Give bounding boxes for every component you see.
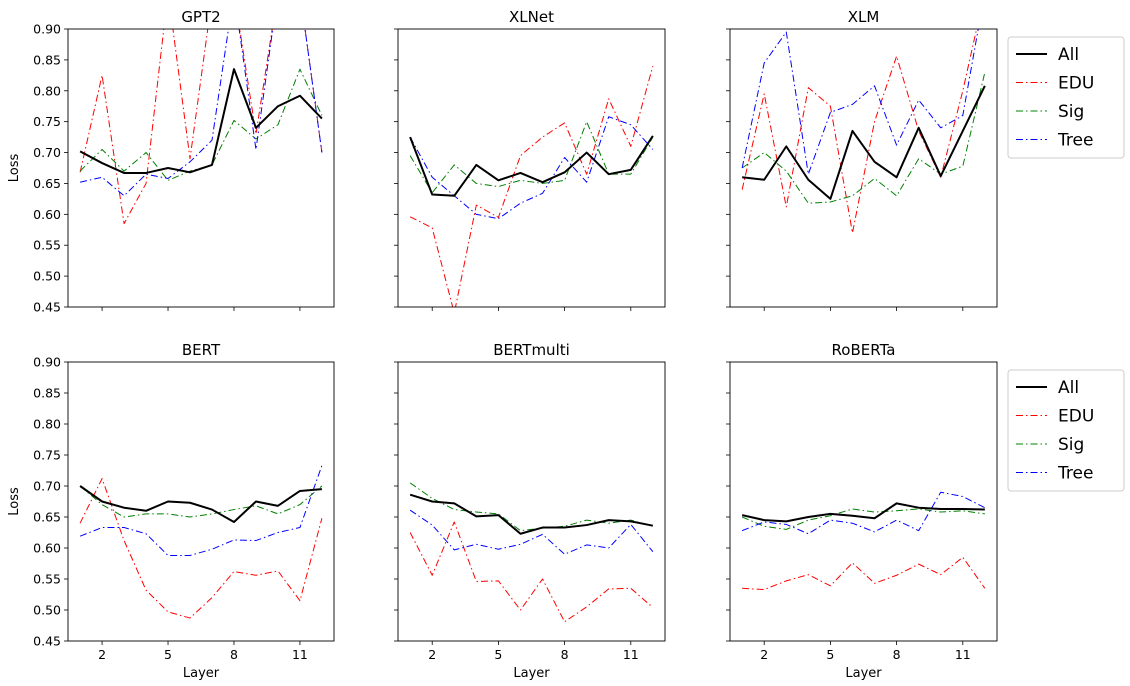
series-line-sig — [79, 68, 323, 181]
x-tick-label: 11 — [623, 647, 639, 662]
series-line-edu — [409, 521, 654, 623]
y-tick-label: 0.75 — [33, 114, 61, 129]
y-axis-label: Loss — [7, 154, 22, 183]
y-tick-label: 0.55 — [33, 238, 61, 253]
series-line-tree — [409, 116, 654, 220]
panel-bert: BERT 0.45 0.50 0.55 0.60 0.65 0.70 0.75 0.80 0.85… — [7, 341, 335, 681]
y-axis-label: Loss — [7, 487, 22, 516]
series-line-sig — [409, 121, 654, 194]
y-tick-label: 0.50 — [33, 269, 61, 284]
panel-xlm: XLM — [726, 8, 998, 311]
series-line-tree — [79, 465, 323, 556]
y-tick-label: 0.50 — [33, 603, 61, 618]
x-tick-label: 2 — [760, 647, 768, 662]
plot-frame — [67, 28, 335, 308]
y-tick-label: 0.80 — [33, 417, 61, 432]
y-tick-label: 0.70 — [33, 479, 61, 494]
legend-box — [1007, 369, 1125, 492]
x-axis-label: Layer — [845, 666, 882, 681]
plot-frame — [397, 28, 666, 308]
x-tick-label: 5 — [826, 647, 834, 662]
legend-label-tree: Tree — [1057, 464, 1093, 484]
legend-label-edu: EDU — [1058, 407, 1094, 427]
legend-label-all: All — [1058, 45, 1079, 65]
series-line-sig — [409, 482, 653, 532]
series-line-tree — [741, 29, 979, 175]
series-line-sig — [741, 72, 986, 204]
y-tick-label: 0.45 — [33, 300, 61, 315]
plot-frame — [729, 28, 998, 308]
y-tick-label: 0.85 — [33, 386, 61, 401]
series-line-edu — [742, 556, 986, 591]
x-tick-label: 11 — [955, 647, 971, 662]
y-tick-label: 0.70 — [33, 145, 61, 160]
panel-title: GPT2 — [181, 8, 220, 26]
series-line-all — [79, 485, 322, 523]
legend-label-all: All — [1058, 378, 1079, 398]
legend-box — [1007, 36, 1125, 159]
series-line-tree — [409, 509, 654, 555]
y-tick-label: 0.85 — [33, 52, 61, 67]
legend-label-edu: EDU — [1058, 74, 1094, 94]
y-tick-label: 0.60 — [33, 207, 61, 222]
y-tick-label: 0.90 — [33, 22, 61, 37]
legend-label-tree: Tree — [1057, 131, 1093, 151]
y-tick-label: 0.45 — [33, 634, 61, 649]
x-axis-label: Layer — [513, 666, 550, 681]
series-line-edu — [409, 65, 654, 307]
series-line-all — [741, 502, 985, 523]
panel-roberta: RoBERTa 2 5 8 11 Layer All EDU Sig Tree — [726, 341, 1125, 681]
series-line-all — [79, 68, 323, 174]
legend-label-sig: Sig — [1058, 435, 1084, 455]
panel-gpt2: GPT2 0.45 0.50 0.55 0.60 0.65 0.70 0.75 0.80 0.85… — [7, 8, 1125, 315]
legend: All EDU Sig Tree — [1007, 369, 1125, 492]
panel-xlnet: XLNet — [394, 8, 666, 311]
series-line-all — [409, 493, 654, 535]
x-tick-label: 8 — [230, 647, 238, 662]
plot-frame — [67, 361, 335, 642]
x-tick-label: 8 — [561, 647, 569, 662]
x-tick-label: 5 — [164, 647, 172, 662]
x-axis-label: Layer — [183, 666, 220, 681]
x-tick-label: 5 — [494, 647, 502, 662]
y-tick-label: 0.65 — [33, 510, 61, 525]
y-tick-label: 0.55 — [33, 572, 61, 587]
series-line-edu — [79, 478, 323, 619]
x-tick-label: 11 — [292, 647, 308, 662]
series-line-sig — [79, 485, 323, 518]
series-line-all — [742, 85, 986, 200]
x-tick-label: 2 — [428, 647, 436, 662]
y-tick-label: 0.60 — [33, 541, 61, 556]
y-tick-label: 0.90 — [33, 355, 61, 370]
panel-title: BERT — [182, 341, 221, 359]
panel-title: XLM — [848, 8, 880, 26]
panel-bertmulti: BERTmulti 2 5 8 11 Layer — [394, 341, 666, 681]
legend-label-sig: Sig — [1058, 102, 1084, 122]
y-tick-label: 0.75 — [33, 448, 61, 463]
panel-title: RoBERTa — [832, 341, 896, 359]
series-line-sig — [741, 508, 985, 530]
series-line-tree — [79, 29, 323, 197]
x-tick-label: 2 — [98, 647, 106, 662]
legend: All EDU Sig Tree — [1007, 36, 1125, 159]
series-line-all — [409, 135, 654, 197]
y-tick-label: 0.65 — [33, 176, 61, 191]
panel-title: XLNet — [509, 8, 554, 26]
series-line-edu — [741, 29, 978, 234]
series-line-edu — [79, 29, 323, 225]
plot-frame — [397, 361, 666, 642]
y-tick-label: 0.80 — [33, 83, 61, 98]
panel-title: BERTmulti — [493, 341, 570, 359]
x-tick-label: 8 — [893, 647, 901, 662]
plot-frame — [729, 361, 998, 642]
series-line-tree — [741, 491, 986, 535]
